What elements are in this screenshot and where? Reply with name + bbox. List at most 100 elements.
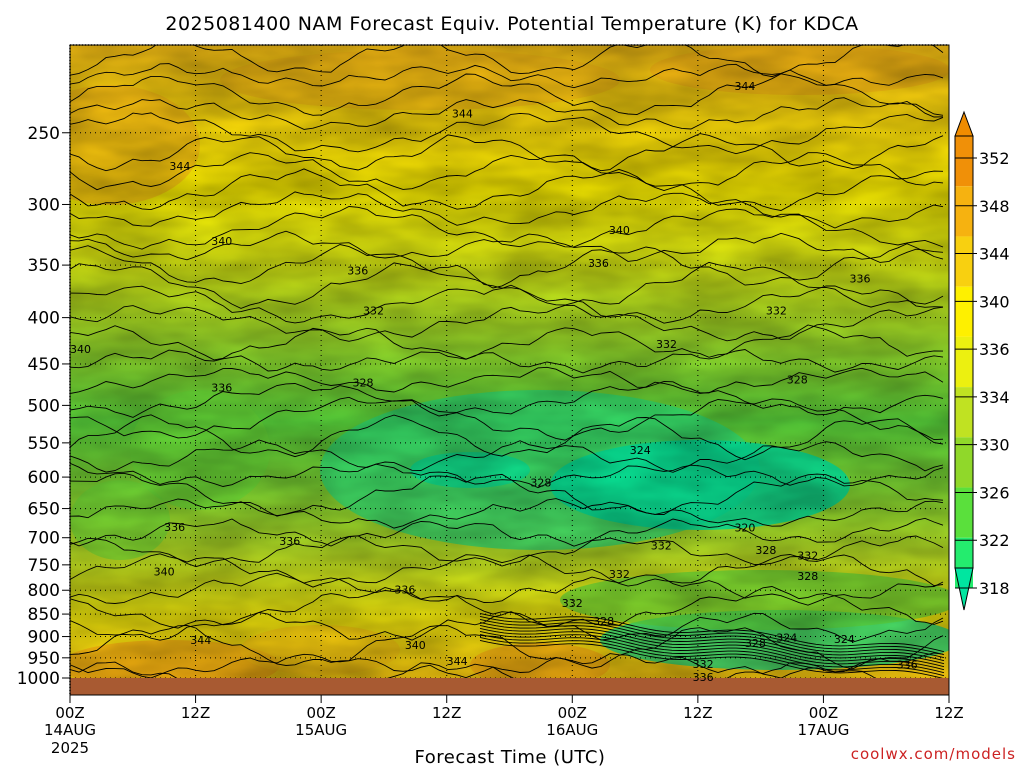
contour-label-text: 328 xyxy=(530,476,551,489)
contour-label-text: 340 xyxy=(405,639,426,652)
colorbar-segment xyxy=(955,336,973,388)
contour-label-text: 324 xyxy=(834,633,855,646)
contour-label-text: 332 xyxy=(363,305,384,318)
contour-label: 336 xyxy=(164,521,185,534)
contour-line xyxy=(479,630,945,671)
contour-line xyxy=(70,652,944,679)
contour-field xyxy=(70,45,949,695)
contour-label: 328 xyxy=(745,637,766,650)
contour-label: 340 xyxy=(405,639,426,652)
x-tick-date: 16AUG xyxy=(546,721,598,739)
colorbar-segment xyxy=(955,487,973,538)
contour-label-text: 336 xyxy=(211,382,232,395)
x-tick-label: 12Z xyxy=(181,704,210,722)
x-tick-date: 15AUG xyxy=(295,721,347,739)
contour-label-text: 336 xyxy=(897,658,918,671)
contour-line xyxy=(479,624,945,665)
contour-label-text: 332 xyxy=(766,305,787,318)
contour-label-text: 340 xyxy=(154,566,175,579)
contour-line xyxy=(70,112,944,155)
contour-label: 332 xyxy=(693,658,714,671)
contour-label: 344 xyxy=(452,107,473,120)
contour-line xyxy=(479,621,945,662)
contour-label-text: 328 xyxy=(593,615,614,628)
contour-label: 336 xyxy=(211,382,232,395)
contour-line xyxy=(70,206,944,250)
colorbar-label: 318 xyxy=(979,579,1010,598)
x-tick-label: 12Z xyxy=(432,704,461,722)
contour-line xyxy=(70,304,944,342)
credit-text[interactable]: coolwx.com/models xyxy=(851,745,1016,763)
contour-label: 328 xyxy=(593,615,614,628)
y-tick-label: 600 xyxy=(28,468,60,488)
contour-line xyxy=(70,349,944,374)
contour-label: 332 xyxy=(651,540,672,553)
contour-label: 324 xyxy=(776,631,797,644)
contour-label-text: 336 xyxy=(164,521,185,534)
x-tick-label: 12Z xyxy=(683,704,712,722)
contour-line xyxy=(70,45,944,78)
x-tick-label: 12Z xyxy=(934,704,963,722)
contour-line xyxy=(70,366,944,394)
contour-line xyxy=(70,472,944,517)
y-tick-label: 1000 xyxy=(17,669,60,689)
contour-label-text: 324 xyxy=(630,444,651,457)
contour-line xyxy=(70,553,944,588)
contour-line xyxy=(70,462,944,489)
contour-lines xyxy=(70,45,945,695)
contour-label-text: 344 xyxy=(169,160,190,173)
contour-label: 328 xyxy=(797,570,818,583)
y-tick-label: 350 xyxy=(28,256,60,276)
contour-label: 344 xyxy=(734,80,755,93)
contour-label: 336 xyxy=(347,265,368,278)
y-axis: 250 300 350 400 450 500 550 600 650 700 750 800 850 9… xyxy=(17,124,70,689)
contour-label-text: 336 xyxy=(279,535,300,548)
contour-label-text: 344 xyxy=(452,107,473,120)
x-tick-label: 00Z xyxy=(306,704,335,722)
contour-line xyxy=(479,615,945,656)
chart-title: 2025081400 NAM Forecast Equiv. Potential… xyxy=(165,13,858,35)
contour-line xyxy=(70,73,944,116)
contour-line xyxy=(70,133,944,172)
contour-line xyxy=(479,627,945,668)
contour-label: 340 xyxy=(211,235,232,248)
contour-line xyxy=(70,439,944,473)
contour-label-text: 328 xyxy=(353,377,374,390)
contour-label-text: 344 xyxy=(447,655,468,668)
contour-label: 328 xyxy=(755,544,776,557)
contour-label-text: 336 xyxy=(347,265,368,278)
contour-line xyxy=(70,381,944,418)
contour-line xyxy=(70,611,944,643)
contour-label: 336 xyxy=(394,583,415,596)
contour-label: 332 xyxy=(363,305,384,318)
contour-label-text: 328 xyxy=(755,544,776,557)
colorbar-segment xyxy=(955,186,973,237)
contour-label-text: 344 xyxy=(734,80,755,93)
contour-label-text: 340 xyxy=(211,235,232,248)
contour-label: 336 xyxy=(693,671,714,684)
contour-line xyxy=(70,152,944,191)
contour-line xyxy=(70,284,944,324)
contour-line xyxy=(70,396,944,441)
contour-label: 340 xyxy=(609,224,630,237)
contour-line xyxy=(70,230,944,263)
y-tick-label: 650 xyxy=(28,500,60,520)
contour-label-text: 336 xyxy=(693,671,714,684)
x-axis-title: Forecast Time (UTC) xyxy=(415,747,606,768)
contour-label-text: 324 xyxy=(776,631,797,644)
contour-line xyxy=(70,324,944,361)
contour-line xyxy=(70,97,944,130)
contour-label: 324 xyxy=(834,633,855,646)
contour-label: 332 xyxy=(562,597,583,610)
contour-label-text: 332 xyxy=(797,549,818,562)
contour-line xyxy=(479,636,945,677)
contour-label: 336 xyxy=(588,257,609,270)
colorbar-label: 334 xyxy=(979,388,1010,407)
contour-label-text: 328 xyxy=(787,373,808,386)
x-tick-year: 2025 xyxy=(51,739,89,757)
y-tick-label: 700 xyxy=(28,529,60,549)
x-tick-label: 00Z xyxy=(558,704,587,722)
x-tick-date: 14AUG xyxy=(44,721,96,739)
